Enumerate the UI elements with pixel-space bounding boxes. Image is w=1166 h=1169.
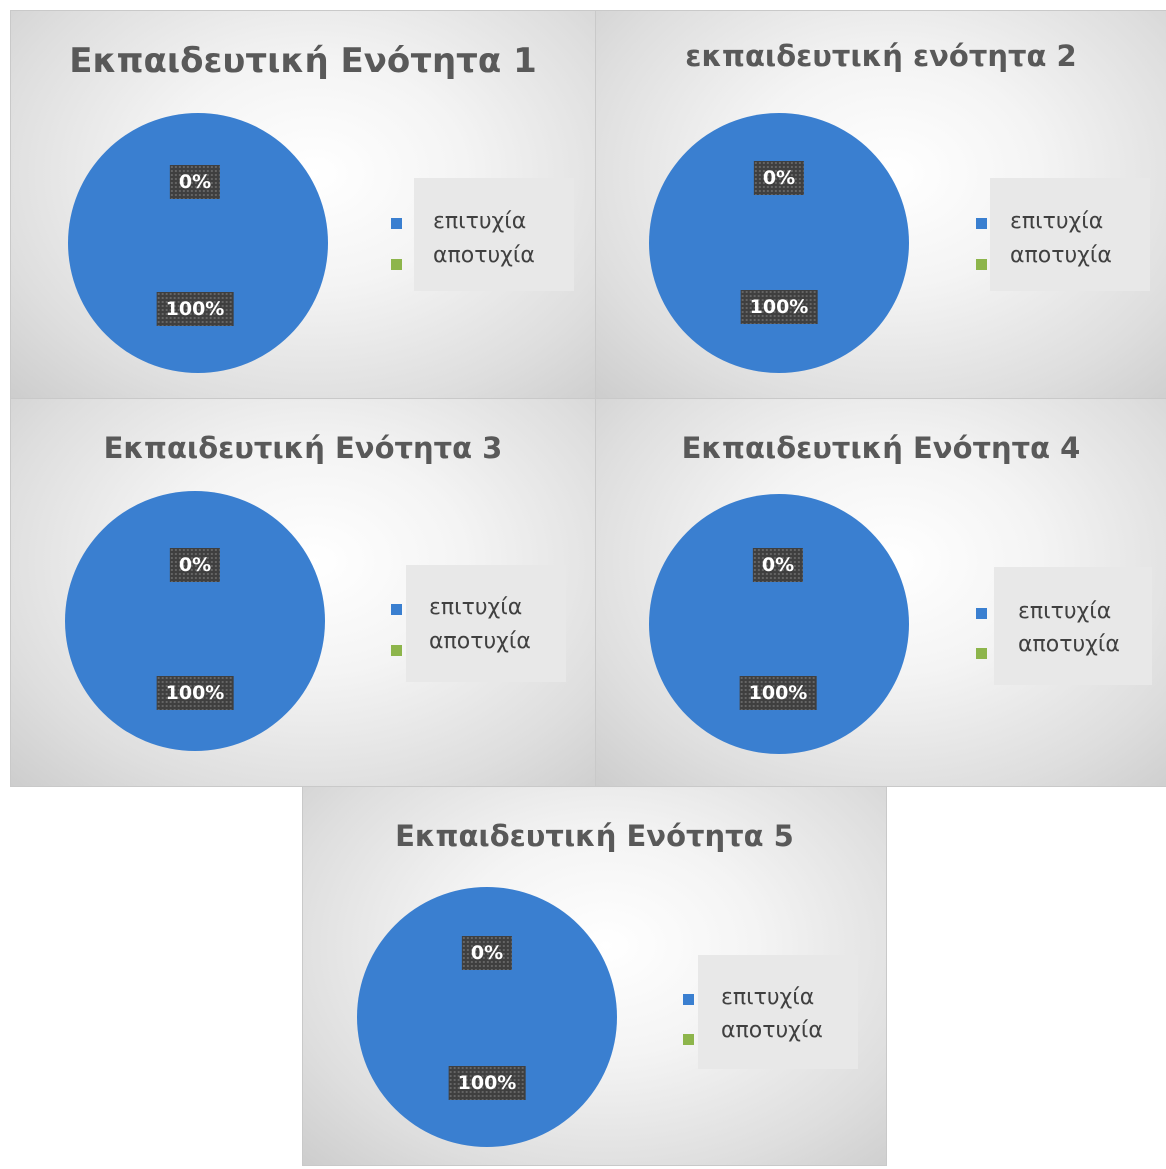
legend-label: επιτυχία: [721, 985, 815, 1010]
pie-slice-success: [65, 491, 325, 751]
legend-label: αποτυχία: [1018, 632, 1120, 657]
legend-label: αποτυχία: [721, 1018, 823, 1043]
data-label-failure: 0%: [169, 165, 221, 199]
legend-label: επιτυχία: [1018, 599, 1112, 624]
data-label-failure: 0%: [169, 548, 221, 582]
legend-swatch-success: [391, 218, 402, 229]
pie-slice-success: [357, 887, 617, 1147]
legend: [406, 565, 566, 682]
pie-chart: [357, 887, 617, 1147]
legend-swatch-success: [683, 994, 694, 1005]
legend-label: επιτυχία: [433, 209, 527, 234]
legend-swatch-failure: [976, 259, 987, 270]
chart-panel-4: Εκπαιδευτική Ενότητα 4 0% 100% επιτυχία …: [595, 398, 1166, 787]
pie-chart: [649, 113, 909, 373]
chart-title: Εκπαιδευτική Ενότητα 5: [395, 819, 794, 853]
legend: [414, 178, 574, 291]
chart-title: Εκπαιδευτική Ενότητα 3: [103, 431, 503, 465]
legend-label: επιτυχία: [429, 595, 523, 620]
chart-panel-3: Εκπαιδευτική Ενότητα 3 0% 100% επιτυχία …: [10, 398, 596, 787]
data-label-success: 100%: [448, 1066, 526, 1100]
data-label-failure: 0%: [753, 161, 805, 195]
chart-title: εκπαιδευτική ενότητα 2: [685, 39, 1077, 73]
legend: [990, 178, 1150, 291]
legend-swatch-failure: [391, 259, 402, 270]
legend-swatch-failure: [976, 648, 987, 659]
pie-slice-success: [68, 113, 328, 373]
data-label-success: 100%: [739, 676, 817, 710]
pie-chart: [68, 113, 328, 373]
legend-label: επιτυχία: [1010, 209, 1104, 234]
legend-swatch-failure: [391, 645, 402, 656]
chart-panel-2: εκπαιδευτική ενότητα 2 0% 100% επιτυχία …: [595, 10, 1166, 399]
chart-title: Εκπαιδευτική Ενότητα 4: [681, 431, 1081, 465]
pie-chart: [65, 491, 325, 751]
pie-chart: [649, 494, 909, 754]
legend: [698, 955, 858, 1069]
data-label-failure: 0%: [461, 936, 513, 970]
legend-swatch-failure: [683, 1034, 694, 1045]
legend-swatch-success: [391, 604, 402, 615]
data-label-success: 100%: [156, 676, 234, 710]
chart-title: Εκπαιδευτική Ενότητα 1: [69, 41, 537, 81]
pie-slice-success: [649, 494, 909, 754]
legend-label: αποτυχία: [1010, 243, 1112, 268]
data-label-failure: 0%: [752, 548, 804, 582]
legend-swatch-success: [976, 218, 987, 229]
legend-swatch-success: [976, 608, 987, 619]
data-label-success: 100%: [740, 290, 818, 324]
legend-label: αποτυχία: [429, 629, 531, 654]
chart-panel-1: Εκπαιδευτική Ενότητα 1 0% 100% επιτυχία …: [10, 10, 596, 399]
chart-panel-5: Εκπαιδευτική Ενότητα 5 0% 100% επιτυχία …: [302, 786, 887, 1166]
legend-label: αποτυχία: [433, 243, 535, 268]
pie-slice-success: [649, 113, 909, 373]
data-label-success: 100%: [156, 292, 234, 326]
legend: [994, 567, 1152, 685]
